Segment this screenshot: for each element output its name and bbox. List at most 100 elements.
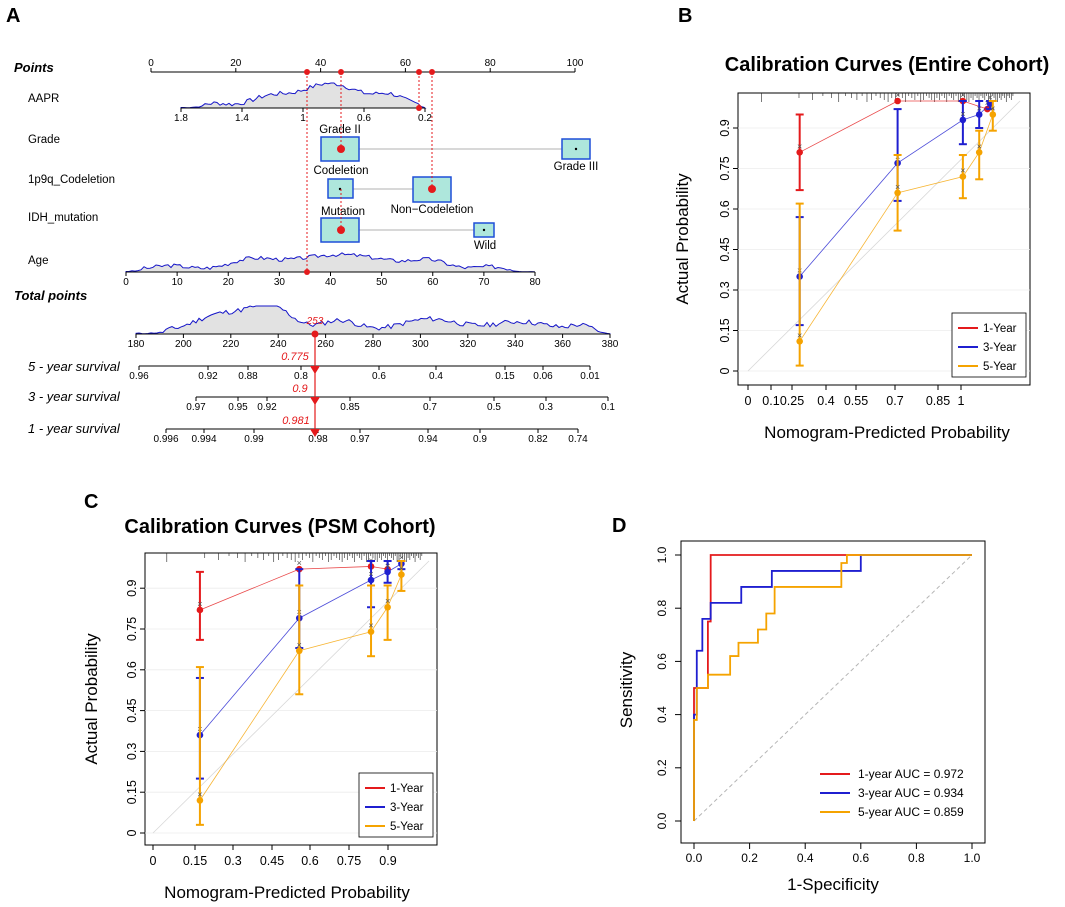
wild-level-label: Wild: [474, 240, 496, 252]
x-marker: ×: [297, 640, 302, 650]
x-tick-label: 0.7: [886, 394, 903, 408]
total-points-tick-label: 220: [222, 339, 239, 350]
x-marker: ×: [990, 104, 995, 114]
data-point: [384, 603, 391, 611]
x-marker: ×: [987, 93, 992, 103]
legend-label: 5-year AUC = 0.859: [858, 805, 964, 819]
series-line-1-Year: [799, 100, 988, 153]
data-point: [894, 189, 901, 197]
age-label: Age: [28, 255, 48, 267]
survival-1y-tick-label: 0.994: [191, 434, 216, 445]
points-tick-label: 100: [567, 58, 584, 69]
data-point: [959, 173, 967, 180]
codeletion-scale: Codeletion Non−Codeletion: [314, 165, 474, 216]
data-point: [196, 797, 204, 804]
x-tick-label: 0: [745, 394, 752, 408]
x-tick-label: 0.1: [762, 394, 779, 408]
survival-1y-tick-label: 0.82: [528, 434, 548, 445]
x-marker: ×: [960, 166, 965, 176]
data-point: [796, 338, 803, 345]
roc-curve: [693, 554, 972, 821]
panel-c-calibration-psm: C Calibration Curves (PSM Cohort) ××××××…: [82, 491, 438, 902]
x-marker: ×: [385, 561, 390, 571]
aapr-tick: 1.8: [174, 113, 188, 124]
aapr-density: [180, 82, 427, 109]
score-guides: [304, 69, 436, 437]
codeletion-label: 1p9q_Codeletion: [28, 174, 115, 186]
chart-c-ylabel: Actual Probability: [82, 633, 101, 765]
chart-d-ylabel: Sensitivity: [617, 651, 636, 728]
aapr-tick: 0.2: [418, 113, 432, 124]
survival-5y-tick-label: 0.6: [372, 371, 386, 382]
y-tick-label: 0.2: [655, 759, 669, 776]
grade-iii-label: Grade III: [554, 161, 599, 173]
x-marker: ×: [297, 558, 302, 568]
chart-c-title: Calibration Curves (PSM Cohort): [124, 516, 435, 538]
aapr-tick: 1: [300, 113, 306, 124]
y-tick-label: 0.75: [125, 617, 139, 641]
age-tick-label: 50: [376, 277, 388, 288]
idh-label: IDH_mutation: [28, 212, 98, 224]
grade-ii-label: Grade II: [319, 124, 361, 136]
survival-3y-tick-label: 0.92: [257, 402, 277, 413]
legend-label: 1-Year: [983, 323, 1017, 335]
y-tick-label: 0.15: [718, 318, 732, 342]
y-tick-label: 0.45: [125, 698, 139, 722]
data-point: [959, 116, 967, 124]
total-points-tick-label: 380: [602, 339, 619, 350]
age-tick-label: 10: [172, 277, 184, 288]
data-point: [986, 100, 994, 107]
grade-scale: Grade II Grade III: [319, 124, 598, 173]
age-tick-label: 80: [529, 277, 541, 288]
x-marker: ×: [960, 90, 965, 100]
x-tick-label: 1.0: [964, 851, 981, 865]
x-marker: ×: [977, 141, 982, 151]
x-tick-label: 0: [150, 854, 157, 868]
data-point: [295, 647, 303, 655]
panel-b-letter: B: [678, 5, 692, 27]
survival-3y-value: 0.9: [292, 383, 307, 395]
panel-a-letter: A: [6, 5, 20, 27]
total-points-tick-label: 340: [507, 339, 524, 350]
points-tick-label: 20: [230, 58, 242, 69]
x-marker: ×: [399, 553, 404, 563]
survival-5y-tick-label: 0.01: [580, 371, 600, 382]
survival-1y-tick-label: 0.98: [308, 434, 328, 445]
x-tick-label: 0.0: [686, 851, 703, 865]
survival-1y-value: 0.981: [282, 415, 310, 427]
x-tick-label: 0.75: [337, 854, 361, 868]
x-marker: ×: [797, 330, 802, 340]
panel-d-roc: D 0.0 0.2 0.4 0.6 0.8 1.0 0.0 0.2 0.4 0.6 0.8 1.0 1-…: [612, 515, 986, 894]
survival-1y-tick-label: 0.99: [244, 434, 264, 445]
survival-3y-axis: 0.97 0.95 0.92 0.85 0.7 0.5 0.3 0.1 0.9: [186, 383, 615, 413]
x-marker: ×: [399, 564, 404, 574]
survival-1y-tick-label: 0.996: [153, 434, 178, 445]
roc-curve: [693, 554, 972, 821]
x-marker: ×: [197, 599, 202, 609]
x-tick-label: 0.55: [844, 394, 868, 408]
age-axis: 0 10 20 30 40 50 60 70 80: [123, 252, 541, 288]
x-tick-label: 0.2: [741, 851, 758, 865]
x-tick-label: 0.4: [817, 394, 834, 408]
chart-c-xlabel: Nomogram-Predicted Probability: [164, 883, 410, 902]
survival-5y-value: 0.775: [281, 351, 309, 363]
y-tick-label: 0: [718, 367, 732, 374]
aapr-label: AAPR: [28, 93, 59, 105]
data-point: [796, 149, 803, 156]
total-points-tick-label: 240: [270, 339, 287, 350]
survival-5y-tick-label: 0.96: [129, 371, 149, 382]
total-points-tick-label: 200: [175, 339, 192, 350]
points-axis: 0 20 40 60 80 100: [148, 58, 584, 73]
chart-b-xlabel: Nomogram-Predicted Probability: [764, 423, 1010, 442]
y-tick-label: 0.3: [125, 743, 139, 760]
total-points-tick-label: 260: [317, 339, 334, 350]
x-marker: ×: [368, 621, 373, 631]
x-marker: ×: [960, 109, 965, 119]
y-tick-label: 1.0: [655, 546, 669, 563]
grade-label: Grade: [28, 134, 60, 146]
y-tick-label: 0.6: [718, 200, 732, 217]
y-tick-label: 0.3: [718, 281, 732, 298]
codeletion-level-label: Codeletion: [314, 165, 369, 177]
points-label: Points: [14, 60, 54, 75]
roc-curve: [693, 554, 972, 821]
